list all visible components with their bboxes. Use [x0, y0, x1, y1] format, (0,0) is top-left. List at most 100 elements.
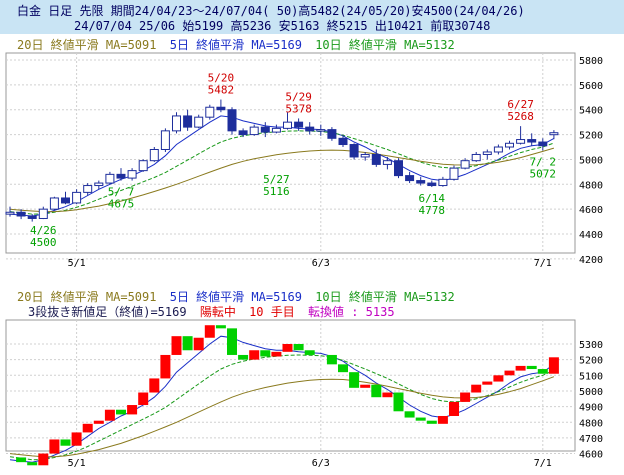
candle-body — [5, 211, 15, 215]
newprice-up-brick — [449, 401, 459, 416]
lower-ma-line-5 — [9, 335, 555, 463]
candle-body — [294, 121, 304, 128]
lower-x-tick-label: 6/3 — [312, 458, 330, 469]
ma-line-5 — [9, 115, 555, 217]
candle — [238, 128, 248, 138]
candle — [216, 99, 226, 113]
candle — [305, 122, 315, 135]
candle — [160, 128, 170, 152]
candle — [416, 176, 426, 186]
newprice-up-brick — [38, 453, 49, 466]
candle — [382, 156, 392, 170]
candle — [72, 189, 82, 205]
candle-body — [316, 129, 326, 132]
upper-y-tick-label: 5200 — [579, 131, 603, 142]
candle-body — [271, 127, 281, 133]
newprice-up-brick — [282, 344, 293, 352]
candle-body — [371, 153, 381, 165]
candle-body — [72, 191, 82, 204]
legend-ma10: 10日 終値平滑 MA=5132 — [315, 38, 455, 52]
header-line-1: 白金 日足 先限 期間24/04/23～24/07/04( 50)高5482(2… — [17, 4, 525, 18]
newprice-down-brick — [371, 384, 382, 398]
annotation-value: 4500 — [30, 236, 57, 249]
candle — [349, 143, 359, 160]
lower-y-tick-label: 4800 — [579, 418, 603, 429]
candle-body — [516, 139, 526, 144]
newprice-up-brick — [193, 337, 204, 351]
candle-body — [116, 173, 126, 179]
candle — [438, 176, 448, 187]
upper-y-tick-label: 5400 — [579, 106, 603, 117]
candle-body — [16, 211, 26, 217]
candle-body — [94, 182, 104, 187]
candle — [260, 122, 270, 138]
lower-info: 3段抜き新値足（終値)=5169 陽転中 10 手目 転換値 : 5135 — [28, 303, 395, 320]
candle — [338, 134, 348, 148]
newprice-down-brick — [537, 369, 548, 374]
lower-y-tick-label: 4900 — [579, 403, 603, 414]
candle — [5, 206, 15, 217]
newprice-down-brick — [16, 457, 27, 463]
upper-x-tick-label: 7/1 — [534, 258, 552, 269]
upper-y-tick-label: 5600 — [579, 81, 603, 92]
annotation-date: 5/20 — [208, 72, 235, 85]
candle — [183, 109, 193, 131]
candle — [172, 112, 181, 134]
candle-body — [449, 167, 459, 180]
candle — [127, 168, 137, 181]
newprice-up-brick — [93, 420, 104, 424]
candle-body — [172, 115, 181, 132]
upper-x-tick-label: 6/3 — [312, 258, 330, 269]
candle — [194, 114, 204, 129]
candle-body — [460, 160, 470, 169]
newprice-down-brick — [60, 439, 71, 446]
lower-ma-line-10 — [9, 354, 555, 461]
candle-body — [438, 178, 448, 187]
upper-y-tick-label: 4200 — [579, 255, 603, 266]
candle — [38, 206, 48, 220]
newprice-down-brick — [393, 392, 404, 412]
candle-body — [305, 126, 315, 132]
candle — [549, 130, 559, 140]
lower-y-tick-label: 4700 — [579, 434, 603, 445]
status-text: 陽転中 — [199, 305, 236, 319]
newprice-down-brick — [238, 354, 249, 360]
newprice-down-brick — [526, 365, 537, 370]
newprice-down-brick — [293, 344, 304, 351]
newprice-up-brick — [71, 432, 82, 446]
upper-legend: 20日 終値平滑 MA=5091 5日 終値平滑 MA=5169 10日 終値平… — [17, 36, 455, 53]
annotation-date: 6/27 — [507, 98, 534, 111]
candle-body — [249, 126, 259, 136]
candle-body — [360, 153, 370, 158]
newprice-down-brick — [349, 372, 360, 388]
newprice-up-brick — [138, 392, 149, 406]
candle — [316, 124, 326, 136]
candle — [227, 107, 237, 135]
annotation-value: 5072 — [530, 167, 557, 180]
candle — [138, 159, 148, 172]
candle — [205, 104, 215, 120]
candle-body — [338, 137, 348, 146]
candle — [327, 127, 337, 141]
candle-body — [227, 109, 237, 132]
candle-body — [527, 139, 537, 143]
newprice-down-brick — [116, 409, 126, 415]
candle-body — [138, 160, 148, 172]
candle — [49, 196, 59, 211]
candle — [394, 158, 403, 179]
candle-body — [405, 175, 415, 182]
newprice-up-brick — [82, 423, 93, 433]
newprice-up-brick — [171, 336, 182, 355]
newprice-up-brick — [160, 354, 171, 379]
candle — [371, 149, 381, 167]
candle-body — [482, 151, 492, 155]
lower-y-tick-label: 5300 — [579, 340, 603, 351]
candle-body — [149, 148, 159, 162]
candle-body — [238, 130, 248, 136]
newprice-up-brick — [249, 350, 260, 360]
candle — [505, 140, 514, 150]
legend-ma20: 20日 終値平滑 MA=5091 — [17, 38, 157, 52]
newprice-up-brick — [382, 392, 393, 398]
upper-y-tick-label: 5000 — [579, 155, 603, 166]
candle — [27, 214, 37, 222]
